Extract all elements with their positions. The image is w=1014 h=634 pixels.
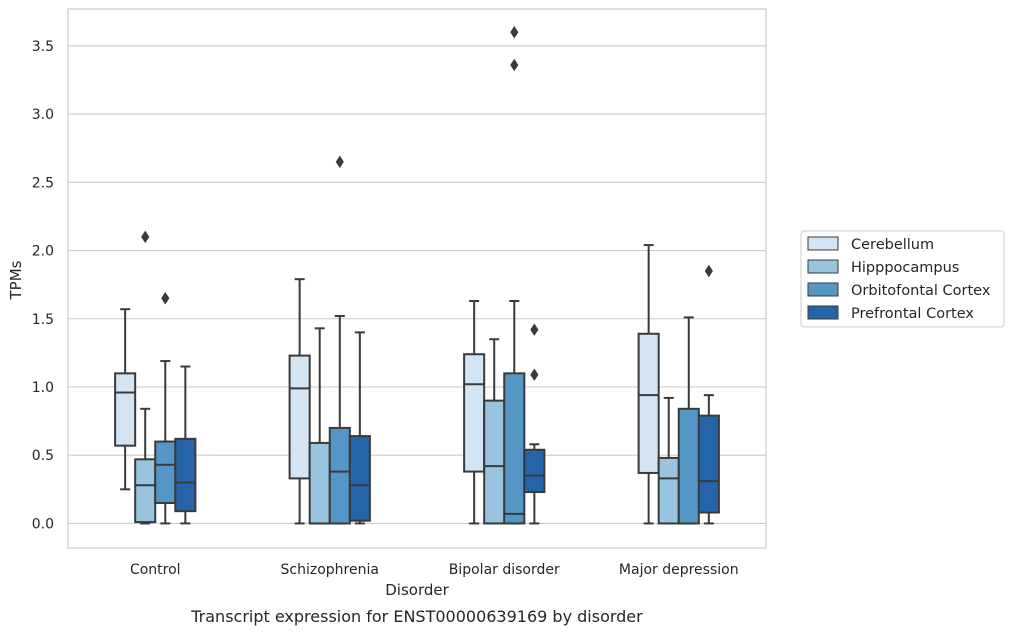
box-iqr (463, 353, 486, 473)
y-tick-label: 1.0 (32, 380, 54, 396)
legend: Cerebellum Hipppocampus Orbitofontal Corte… (800, 230, 1005, 328)
legend-swatch (807, 236, 839, 251)
box-iqr (308, 441, 331, 525)
x-tick-label: Major depression (619, 562, 739, 578)
x-tick-label: Control (130, 562, 181, 578)
legend-label: Hipppocampus (851, 260, 959, 276)
y-tick-label: 2.5 (32, 175, 54, 191)
x-tick-label: Bipolar disorder (449, 562, 560, 578)
y-tick-label: 0.5 (32, 448, 54, 464)
y-tick-label: 3.0 (32, 107, 54, 123)
box-iqr (114, 372, 137, 447)
y-axis-ticks: 0.0 0.5 1.0 1.5 2.0 2.5 3.0 3.5 (32, 39, 54, 533)
x-tick-label: Schizophrenia (281, 562, 379, 578)
legend-label: Cerebellum (851, 237, 934, 253)
y-tick-label: 0.0 (32, 516, 54, 532)
chart-caption: Transcript expression for ENST0000063916… (190, 607, 643, 626)
legend-label: Prefrontal Cortex (851, 306, 974, 322)
box-iqr (483, 399, 506, 525)
outlier-point (335, 155, 344, 169)
y-tick-label: 3.5 (32, 39, 54, 55)
outlier-point (704, 264, 713, 278)
box-groups (114, 25, 720, 525)
x-axis-label: Disorder (385, 581, 449, 599)
outlier-point (141, 230, 150, 244)
outlier-point (510, 58, 519, 72)
legend-swatch (807, 282, 839, 297)
y-axis-label: TPMs (7, 260, 25, 300)
category-group (463, 25, 546, 525)
legend-frame (800, 230, 1005, 328)
box-iqr (637, 332, 660, 474)
box-iqr (174, 437, 197, 513)
legend-label: Orbitofontal Cortex (851, 283, 991, 299)
box-iqr (503, 372, 526, 525)
box-iqr (134, 458, 157, 524)
plot-frame (67, 8, 767, 549)
category-group (114, 230, 197, 525)
box-iqr (328, 426, 351, 525)
box-iqr (523, 448, 546, 494)
outlier-point (530, 368, 539, 381)
outlier-point (161, 292, 170, 305)
x-axis-ticks: Control Schizophrenia Bipolar disorder Majo… (130, 562, 739, 578)
category-group (288, 155, 371, 525)
y-tick-label: 2.0 (32, 244, 54, 260)
box-iqr (288, 354, 311, 480)
box-iqr (154, 440, 177, 504)
y-tick-label: 1.5 (32, 312, 54, 328)
outlier-point (510, 25, 519, 39)
box-iqr (677, 407, 700, 525)
category-group (637, 244, 720, 525)
box-iqr (348, 435, 371, 522)
box-iqr (657, 456, 680, 525)
legend-swatch (807, 259, 839, 274)
outlier-point (530, 323, 539, 336)
box-iqr (697, 414, 720, 514)
legend-swatch (807, 305, 839, 320)
